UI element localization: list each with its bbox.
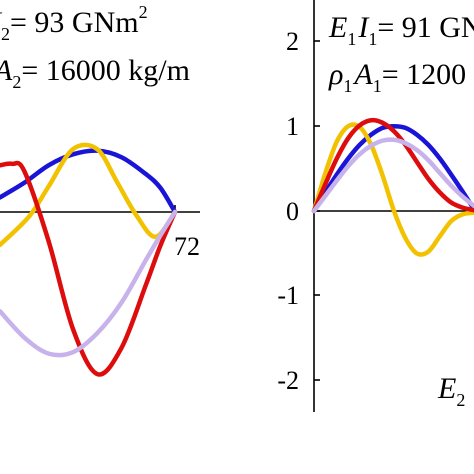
annotation-symbol: E	[437, 372, 456, 405]
left-x-tick-label-72: 72	[174, 232, 200, 261]
right-red-curve	[311, 117, 474, 214]
annotation-subscript-2: 1	[373, 76, 382, 96]
annotation-subscript-2: 1	[368, 29, 377, 49]
left-annotation-mass: A2= 16000 kg/m	[0, 54, 190, 92]
annotation-subscript: 2	[456, 390, 465, 410]
right-annotation-e2: E2	[437, 372, 465, 410]
right-yellow-curve	[311, 122, 474, 257]
annotation-symbol-2: I	[357, 11, 370, 44]
annotation-value: = 93 GNm	[10, 6, 139, 39]
annotation-value: = 1200	[382, 58, 466, 91]
left-panel: 72 I2= 93 GNm2 A2= 16000 kg/m	[0, 2, 200, 377]
right-blue-curve	[311, 123, 474, 214]
right-lavender-curve	[311, 137, 474, 214]
annotation-subscript: 2	[1, 24, 10, 44]
annotation-symbol-2: A	[352, 58, 373, 91]
annotation-symbol: ρ	[328, 58, 343, 91]
left-curves	[0, 142, 178, 377]
right-panel: 2 1 0 -1 -2 E1I1= 91 GN ρ1A1= 1200 E2	[277, 0, 474, 412]
annotation-value: = 16000 kg/m	[21, 54, 190, 87]
annotation-superscript: 2	[139, 2, 148, 22]
right-y-tick-label-minus-2: -2	[277, 366, 299, 395]
annotation-symbol: A	[0, 54, 13, 87]
annotation-symbol: E	[328, 11, 347, 44]
left-annotation-stiffness: I2= 93 GNm2	[0, 2, 148, 44]
right-ticks	[314, 40, 320, 381]
right-y-tick-label-1: 1	[286, 112, 299, 141]
left-yellow-curve	[0, 142, 178, 248]
annotation-subscript: 1	[347, 29, 356, 49]
left-red-curve	[0, 160, 178, 377]
right-annotation-stiffness: E1I1= 91 GN	[328, 11, 474, 49]
annotation-subscript: 1	[343, 76, 352, 96]
annotation-value: = 91 GN	[377, 11, 474, 44]
right-y-tick-label-0: 0	[286, 197, 299, 226]
right-y-tick-label-2: 2	[286, 27, 299, 56]
right-y-tick-label-minus-1: -1	[277, 281, 299, 310]
right-curves	[311, 117, 474, 257]
right-annotation-mass: ρ1A1= 1200	[328, 58, 466, 96]
annotation-subscript: 2	[12, 72, 21, 92]
left-lavender-curve	[0, 209, 178, 358]
